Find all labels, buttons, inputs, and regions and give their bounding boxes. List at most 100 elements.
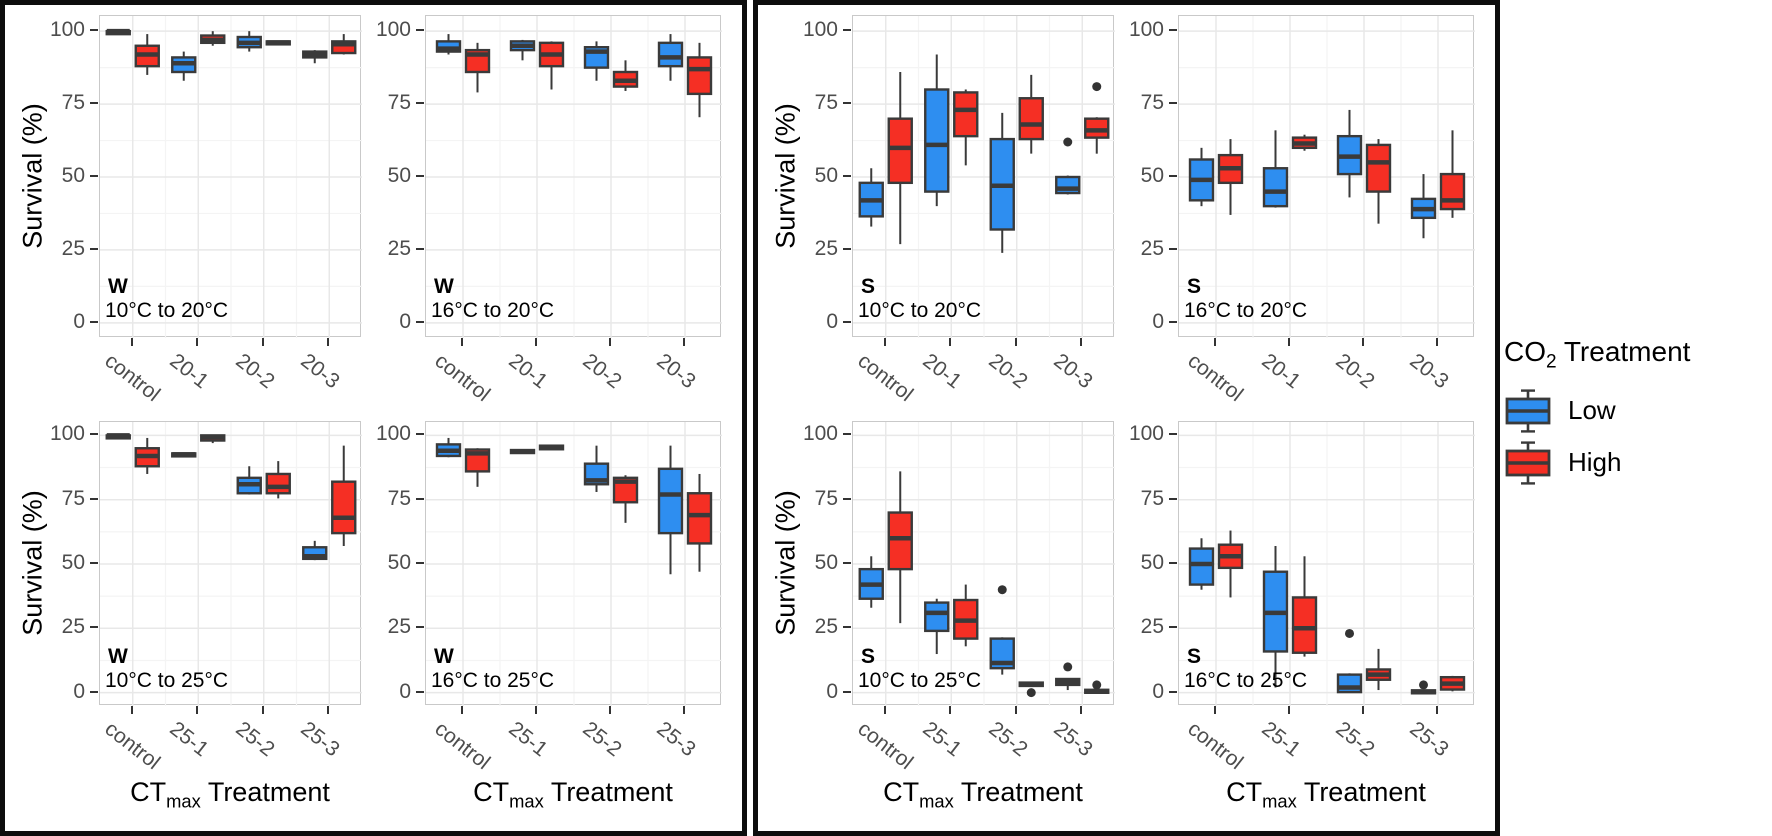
y-tick-mark [416, 690, 424, 693]
y-tick-label: 100 [375, 422, 411, 446]
box-low [657, 467, 684, 535]
x-tick-mark [261, 706, 264, 714]
y-tick-mark [416, 175, 424, 177]
y-tick-mark [1169, 102, 1177, 105]
x-tick-mark [130, 338, 133, 346]
panel-ramp-label: 16°C to 25°C [431, 668, 555, 692]
x-axis-title: CTmax Treatment [852, 777, 1114, 812]
x-tick-label: control [1183, 349, 1248, 407]
y-tick-mark [843, 29, 851, 32]
panel-tag: W [434, 644, 454, 668]
y-tick-label: 25 [61, 236, 85, 260]
y-tick-mark [416, 247, 424, 250]
y-tick-label: 50 [61, 551, 85, 574]
y-tick-mark [843, 102, 851, 105]
y-tick-label: 0 [826, 309, 838, 333]
y-tick-mark [416, 497, 424, 500]
outlier-point [1345, 628, 1354, 638]
y-tick-mark [1169, 29, 1177, 32]
x-axis-title-part: max [919, 790, 954, 812]
x-tick-mark [683, 706, 685, 714]
y-tick-mark [90, 29, 98, 32]
panel-unit-w-10-25-: Survival (%) 0 25 50 75 100 control 25-1 25-2 25-… [7, 405, 367, 829]
facet-group-winter: Survival (%) 0 25 50 75 100 control 20-1 20-2 20-… [0, 0, 747, 836]
box-low [302, 546, 328, 561]
x-tick-mark [609, 338, 611, 346]
box-high [1018, 97, 1044, 141]
panel-ramp-label: 16°C to 25°C [1184, 668, 1308, 692]
box-high [265, 472, 291, 495]
y-tick-label: 50 [814, 164, 838, 187]
y-tick-label: 50 [814, 551, 838, 574]
box-low [1262, 167, 1289, 208]
y-tick-label: 0 [399, 679, 411, 703]
x-axis-title-part: CT [473, 777, 510, 807]
y-tick-label: 75 [814, 486, 838, 510]
panel-w [99, 15, 362, 338]
y-tick-label: 0 [1152, 309, 1164, 333]
panel-plot-area [853, 16, 1115, 338]
panel-s [852, 421, 1115, 706]
x-tick-mark [1214, 706, 1216, 714]
y-tick-mark [90, 626, 98, 629]
panel-ramp-label: 10°C to 25°C [858, 668, 982, 692]
panel-w [425, 421, 722, 706]
y-tick-label: 25 [1140, 615, 1164, 639]
panel-s [852, 15, 1115, 338]
x-tick-label: 20-3 [1049, 349, 1097, 394]
x-tick-label: 25-1 [165, 717, 213, 762]
x-tick-mark [1014, 706, 1017, 714]
y-tick-label: 100 [49, 422, 85, 446]
x-tick-mark [1288, 338, 1290, 346]
boxplot-glyph-high-icon [1505, 440, 1551, 485]
x-axis-title-part: max [509, 790, 544, 812]
panel-unit-w-16-20-: 0 25 50 75 100 control 20-1 20-2 20-3 W 16°C to 20… [367, 7, 727, 406]
x-tick-mark [130, 706, 133, 714]
panel-ramp-label: 10°C to 20°C [858, 298, 982, 322]
legend-label-high: High [1568, 447, 1622, 478]
x-tick-mark [883, 706, 886, 714]
boxplot-glyph-low-icon [1505, 388, 1551, 433]
x-tick-mark [1362, 338, 1364, 346]
x-tick-label: 25-1 [918, 717, 966, 762]
x-tick-label: 20-2 [1331, 349, 1379, 394]
x-tick-label: control [100, 349, 165, 407]
y-tick-label: 75 [1140, 91, 1164, 115]
x-tick-mark [1080, 706, 1083, 714]
x-axis-title: CTmax Treatment [425, 777, 721, 812]
x-tick-mark [949, 338, 952, 346]
x-tick-mark [1014, 338, 1017, 346]
x-tick-label: 20-3 [652, 349, 700, 394]
y-tick-label: 25 [1140, 236, 1164, 260]
x-tick-mark [461, 338, 463, 346]
x-tick-mark [1288, 706, 1290, 714]
panel-w [99, 421, 362, 706]
x-tick-label: 25-3 [1049, 717, 1097, 762]
x-axis-title-part: Treatment [953, 777, 1083, 807]
panel-w [425, 15, 722, 338]
y-tick-mark [1169, 247, 1177, 250]
y-tick-mark [416, 626, 424, 629]
y-tick-label: 25 [61, 615, 85, 639]
y-tick-mark [1169, 626, 1177, 629]
y-tick-mark [416, 433, 424, 436]
box-low [1188, 547, 1215, 586]
x-tick-mark [683, 338, 685, 346]
x-tick-mark [1436, 706, 1438, 714]
x-tick-mark [883, 338, 886, 346]
y-tick-mark [90, 175, 98, 177]
y-tick-label: 25 [814, 615, 838, 639]
x-tick-label: 25-1 [1257, 717, 1305, 762]
y-tick-mark [90, 497, 98, 500]
y-tick-label: 75 [61, 486, 85, 510]
x-tick-mark [261, 338, 264, 346]
panel-unit-s-16-25-: 0 25 50 75 100 control 25-1 25-2 25-3 S 16°C to 25… [1120, 405, 1480, 829]
y-tick-mark [843, 497, 851, 500]
y-tick-label: 100 [1128, 422, 1164, 446]
x-tick-mark [196, 338, 199, 346]
box-high [686, 56, 713, 96]
x-tick-mark [327, 338, 330, 346]
y-tick-mark [843, 562, 851, 564]
box-high [1365, 143, 1392, 193]
y-tick-label: 0 [73, 309, 85, 333]
